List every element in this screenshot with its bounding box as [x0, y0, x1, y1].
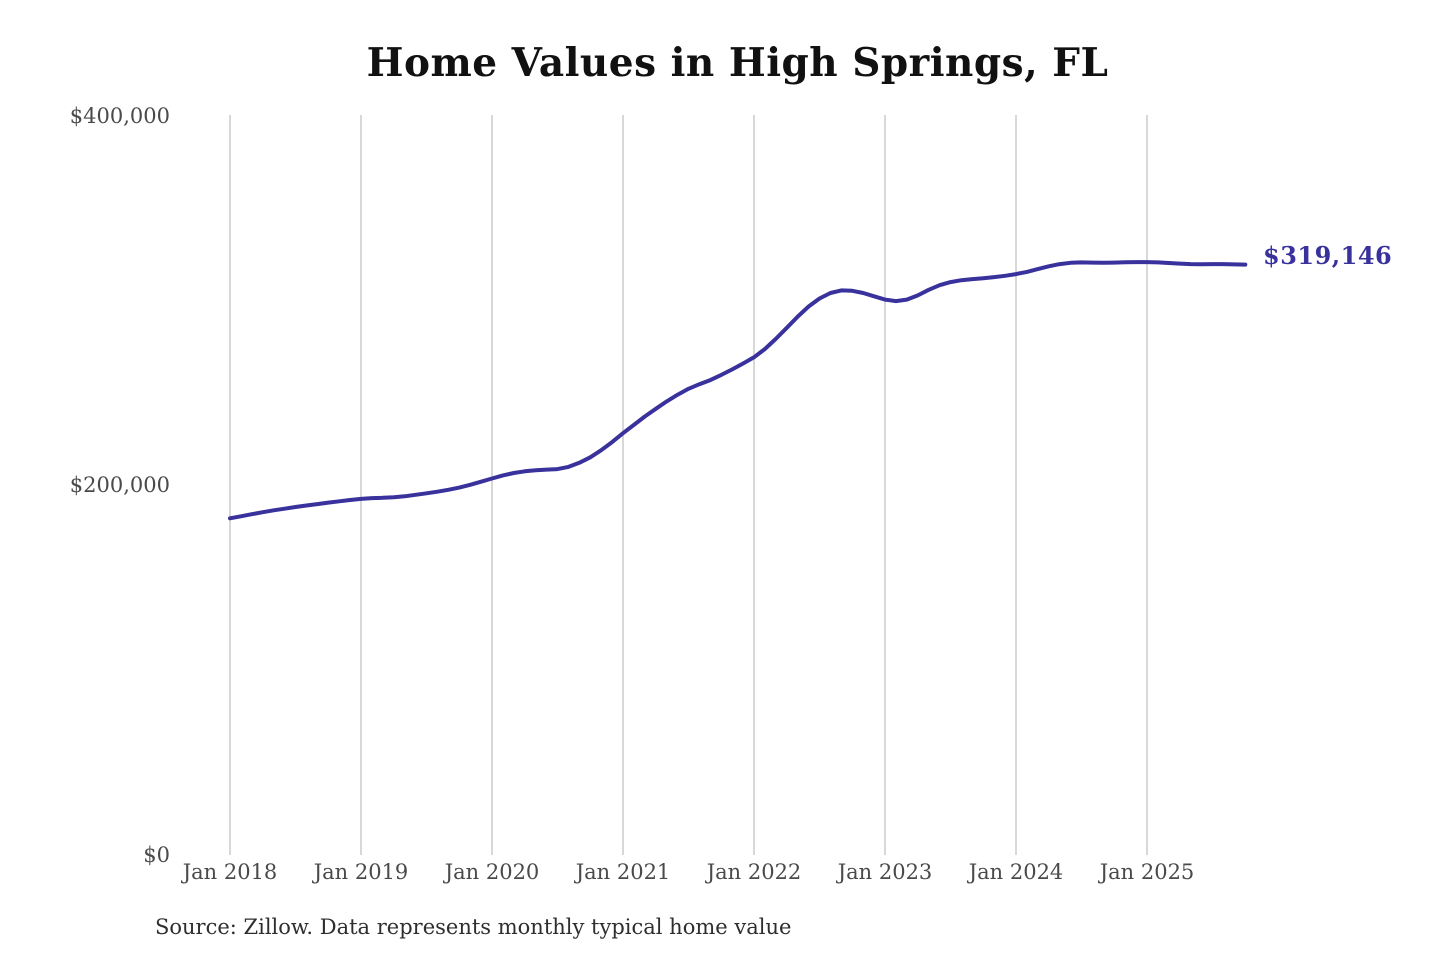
- x-tick-2025: Jan 2025: [1099, 860, 1195, 884]
- x-tick-2024: Jan 2024: [968, 860, 1064, 884]
- x-tick-2022: Jan 2022: [706, 860, 802, 884]
- source-note: Source: Zillow. Data represents monthly …: [155, 915, 792, 939]
- x-tick-2023: Jan 2023: [837, 860, 933, 884]
- chart-title: Home Values in High Springs, FL: [366, 40, 1109, 86]
- latest-value-label: $319,146: [1263, 241, 1393, 270]
- x-tick-2020: Jan 2020: [444, 860, 540, 884]
- value-line: [228, 260, 1248, 521]
- x-tick-2019: Jan 2019: [313, 860, 409, 884]
- y-tick-0: $0: [143, 843, 170, 867]
- gridlines: [229, 115, 1148, 855]
- y-tick-200k: $200,000: [69, 473, 170, 497]
- x-tick-2021: Jan 2021: [575, 860, 671, 884]
- x-tick-2018: Jan 2018: [182, 860, 278, 884]
- y-tick-400k: $400,000: [69, 104, 170, 128]
